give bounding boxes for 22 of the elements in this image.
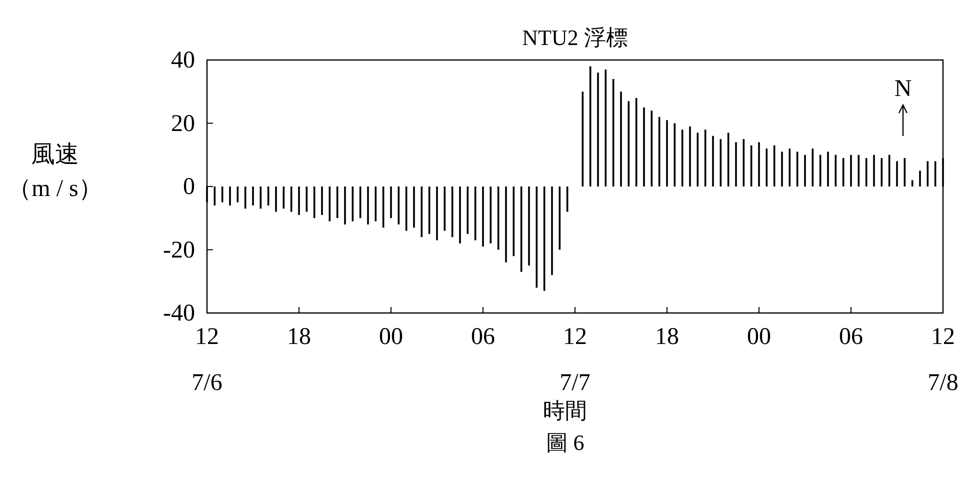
x-tick-label: 00 bbox=[747, 324, 771, 350]
text: 7/6 bbox=[192, 370, 222, 396]
y-tick-label: 0 bbox=[183, 174, 195, 200]
x-tick-label: 00 bbox=[379, 324, 403, 350]
y-tick-label: 20 bbox=[171, 110, 195, 137]
text: 7/8 bbox=[928, 370, 958, 396]
x-axis-title: 時間 bbox=[543, 398, 587, 423]
y-tick-label: -40 bbox=[163, 300, 195, 327]
y-tick-label: -20 bbox=[163, 237, 195, 264]
x-tick-label: 06 bbox=[471, 324, 495, 350]
text: 7/7 bbox=[560, 370, 590, 396]
chart-title: NTU2 浮標 bbox=[522, 25, 628, 50]
annotation: N bbox=[894, 76, 912, 102]
x-tick-label: 18 bbox=[655, 324, 679, 350]
caption: 圖 6 bbox=[546, 430, 584, 455]
y-tick-label: 40 bbox=[171, 48, 195, 74]
x-tick-label: 06 bbox=[839, 324, 863, 350]
x-tick-label: 12 bbox=[195, 324, 219, 350]
x-tick-label: 18 bbox=[287, 324, 311, 350]
x-tick-label: 12 bbox=[931, 324, 955, 350]
x-tick-label: 12 bbox=[563, 324, 587, 350]
y-axis-title: 風速（m / s） bbox=[8, 142, 102, 202]
